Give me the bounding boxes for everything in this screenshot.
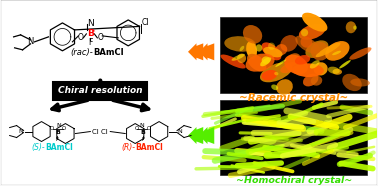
Ellipse shape: [301, 37, 312, 48]
Ellipse shape: [224, 36, 256, 52]
Ellipse shape: [332, 51, 341, 55]
Text: N: N: [177, 129, 182, 134]
Text: B: B: [55, 130, 60, 135]
Ellipse shape: [333, 69, 342, 75]
Ellipse shape: [295, 55, 310, 65]
Text: Cl: Cl: [141, 18, 149, 27]
Bar: [220, 17, 367, 93]
Ellipse shape: [260, 62, 293, 82]
Ellipse shape: [256, 44, 262, 52]
Ellipse shape: [328, 67, 340, 74]
Ellipse shape: [346, 21, 356, 33]
Text: O: O: [77, 33, 83, 42]
Ellipse shape: [342, 74, 362, 91]
Ellipse shape: [275, 60, 287, 67]
Text: F: F: [88, 38, 93, 47]
Ellipse shape: [262, 42, 281, 60]
Ellipse shape: [262, 70, 277, 81]
Ellipse shape: [311, 76, 322, 86]
Ellipse shape: [311, 42, 329, 61]
Text: BAmCl: BAmCl: [135, 143, 163, 152]
Ellipse shape: [220, 54, 246, 68]
Ellipse shape: [350, 78, 370, 86]
Text: O: O: [147, 126, 151, 131]
Text: O: O: [61, 126, 65, 131]
Ellipse shape: [284, 55, 308, 74]
Text: BAmCl: BAmCl: [93, 48, 124, 57]
Ellipse shape: [246, 41, 257, 59]
Text: N: N: [140, 123, 144, 128]
Text: B: B: [141, 130, 146, 135]
Ellipse shape: [295, 36, 320, 54]
Ellipse shape: [353, 25, 357, 30]
Text: (rac)-: (rac)-: [71, 48, 93, 57]
Ellipse shape: [299, 24, 325, 40]
Ellipse shape: [302, 13, 327, 32]
Text: O: O: [135, 126, 139, 131]
Text: F: F: [56, 137, 59, 142]
Ellipse shape: [303, 74, 318, 86]
Polygon shape: [188, 43, 203, 60]
Polygon shape: [199, 43, 214, 60]
Ellipse shape: [271, 84, 278, 90]
Ellipse shape: [247, 54, 266, 72]
Ellipse shape: [262, 56, 270, 64]
Ellipse shape: [276, 79, 293, 95]
Text: ~Racemic crystal~: ~Racemic crystal~: [239, 93, 348, 103]
Text: *: *: [91, 29, 95, 35]
Ellipse shape: [314, 62, 328, 76]
Text: N: N: [27, 37, 34, 46]
Ellipse shape: [339, 60, 351, 68]
Text: Cl Cl: Cl Cl: [93, 129, 108, 134]
Ellipse shape: [268, 43, 275, 50]
Text: (R)-: (R)-: [121, 143, 135, 152]
Ellipse shape: [301, 29, 308, 36]
Text: N: N: [87, 19, 94, 28]
Text: N: N: [56, 123, 61, 128]
Ellipse shape: [243, 25, 262, 44]
Ellipse shape: [237, 54, 246, 63]
Ellipse shape: [280, 35, 298, 52]
Text: BAmCl: BAmCl: [45, 143, 73, 152]
Text: B: B: [87, 29, 94, 38]
Ellipse shape: [263, 47, 283, 57]
Polygon shape: [188, 127, 203, 144]
Ellipse shape: [305, 40, 328, 58]
Ellipse shape: [316, 43, 341, 57]
Ellipse shape: [349, 47, 372, 60]
Ellipse shape: [274, 72, 279, 75]
Ellipse shape: [232, 54, 245, 61]
Ellipse shape: [280, 62, 301, 73]
Ellipse shape: [246, 54, 274, 72]
Text: F: F: [142, 137, 145, 142]
Text: O: O: [98, 33, 103, 42]
Text: ~Homochiral crystal~: ~Homochiral crystal~: [235, 176, 352, 185]
Ellipse shape: [325, 41, 350, 61]
FancyBboxPatch shape: [53, 82, 147, 100]
Ellipse shape: [310, 60, 320, 68]
Text: (S)-: (S)-: [32, 143, 45, 152]
Ellipse shape: [276, 44, 287, 55]
Ellipse shape: [285, 53, 301, 66]
Text: N: N: [19, 129, 23, 134]
Polygon shape: [199, 127, 214, 144]
Text: Chiral resolution: Chiral resolution: [58, 86, 143, 95]
Bar: [220, 100, 367, 175]
Ellipse shape: [260, 57, 271, 66]
Ellipse shape: [240, 46, 244, 51]
Text: O: O: [50, 126, 54, 131]
Ellipse shape: [292, 63, 324, 77]
